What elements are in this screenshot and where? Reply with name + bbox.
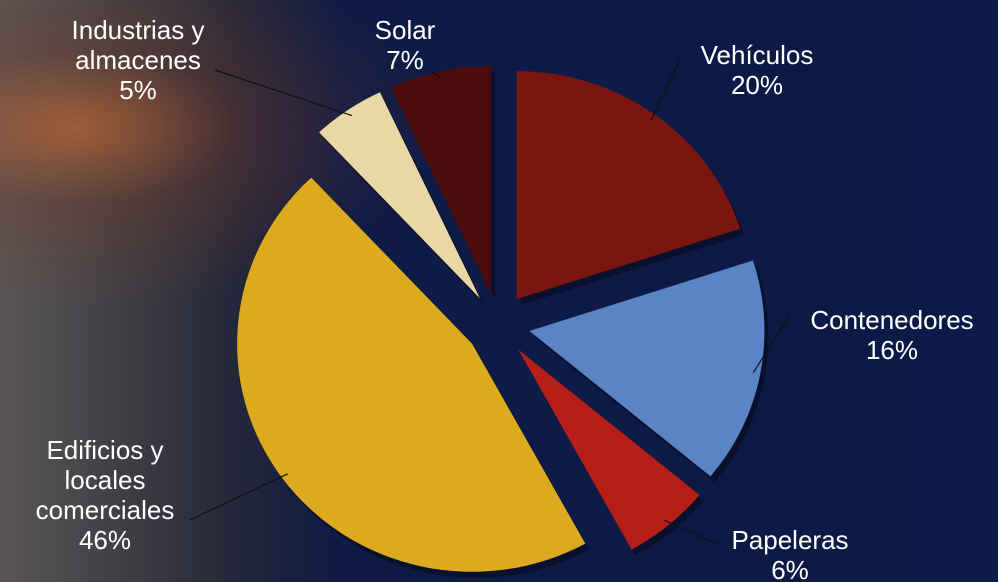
category-label: Industrias y almacenes xyxy=(71,15,205,75)
leader-line xyxy=(663,519,721,546)
leader-line xyxy=(752,314,791,373)
slice-label: Papeleras 6% xyxy=(690,525,890,582)
pie-slice xyxy=(518,349,700,550)
pie-slice xyxy=(390,65,492,294)
value-label: 5% xyxy=(119,75,157,105)
pie-slice xyxy=(319,92,481,299)
category-label: Solar xyxy=(374,15,436,45)
value-label: 6% xyxy=(771,555,809,582)
slice-label: Solar 7% xyxy=(345,15,465,75)
pie-slice xyxy=(516,71,741,300)
pie-slice xyxy=(237,177,586,572)
leader-line xyxy=(189,473,288,521)
category-label: Papeleras xyxy=(731,525,849,555)
category-label: Edificios y locales comerciales xyxy=(35,435,175,525)
value-label: 46% xyxy=(78,525,132,555)
category-label: Vehículos xyxy=(700,40,814,70)
leader-line xyxy=(431,71,442,79)
leader-line xyxy=(214,69,353,117)
slice-label: Industrias y almacenes 5% xyxy=(48,15,228,105)
value-label: 7% xyxy=(386,45,424,75)
value-label: 16% xyxy=(865,335,919,365)
value-label: 20% xyxy=(730,70,784,100)
leader-line xyxy=(650,59,681,121)
slice-label: Contenedores 16% xyxy=(782,305,998,365)
slice-label: Vehículos 20% xyxy=(657,40,857,100)
pie-slice xyxy=(529,260,765,477)
slice-label: Edificios y locales comerciales 46% xyxy=(10,435,200,555)
category-label: Contenedores xyxy=(810,305,974,335)
